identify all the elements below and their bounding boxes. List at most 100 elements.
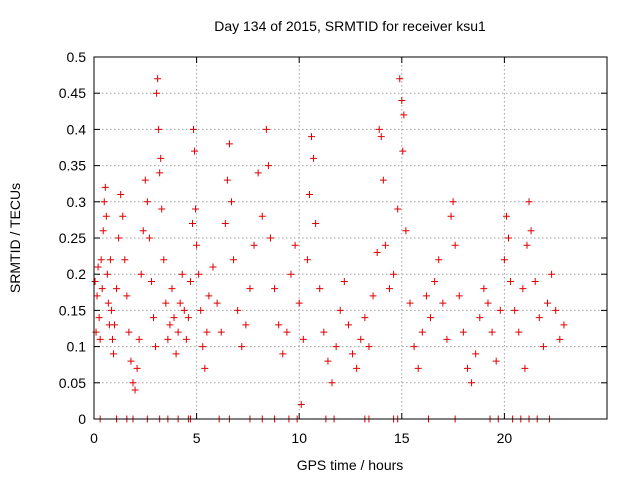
data-point [190, 125, 198, 133]
data-point [402, 227, 410, 235]
data-point [515, 328, 523, 336]
data-point [283, 328, 291, 336]
data-point [217, 328, 225, 336]
data-point [158, 205, 166, 213]
data-point [170, 314, 178, 322]
data-point [539, 343, 547, 351]
data-point [527, 227, 535, 235]
data-point [100, 198, 108, 206]
data-point [560, 321, 568, 329]
data-point [400, 111, 408, 119]
data-point [153, 89, 161, 97]
data-point [125, 328, 133, 336]
data-point [246, 285, 254, 293]
data-point [227, 198, 235, 206]
data-point [299, 335, 307, 343]
data-point [396, 75, 404, 83]
data-point [271, 285, 279, 293]
data-point [93, 292, 101, 300]
data-point [443, 335, 451, 343]
data-point [182, 335, 190, 343]
data-point [310, 154, 318, 162]
data-point [266, 234, 274, 242]
data-point [113, 285, 121, 293]
data-point [91, 277, 99, 285]
data-points [91, 75, 568, 409]
data-point [308, 133, 316, 141]
x-tick-label: 20 [497, 430, 513, 446]
data-point [133, 364, 141, 372]
data-point [556, 335, 564, 343]
data-point [511, 306, 519, 314]
data-point [123, 292, 131, 300]
data-point [543, 299, 551, 307]
data-point [422, 292, 430, 300]
data-point [525, 198, 533, 206]
data-point [507, 277, 515, 285]
data-point [484, 299, 492, 307]
data-point [519, 285, 527, 293]
data-point [103, 270, 111, 278]
plot-frame [93, 56, 608, 420]
data-point [435, 256, 443, 264]
data-point [531, 277, 539, 285]
data-point [192, 205, 200, 213]
data-point [96, 335, 104, 343]
data-point [119, 212, 127, 220]
data-point [250, 241, 258, 249]
data-point [109, 350, 117, 358]
data-point [141, 176, 149, 184]
data-point [121, 256, 129, 264]
data-point [174, 328, 182, 336]
data-point [157, 154, 165, 162]
data-point [205, 292, 213, 300]
data-point [99, 227, 107, 235]
data-point [451, 241, 459, 249]
data-point [291, 241, 299, 249]
data-point [258, 212, 266, 220]
y-tick-label: 0.15 [59, 302, 86, 318]
data-point [449, 198, 457, 206]
data-point [312, 220, 320, 228]
data-point [295, 299, 303, 307]
y-tick-label: 0.45 [59, 85, 86, 101]
data-point [488, 328, 496, 336]
data-point [365, 343, 373, 351]
data-point [197, 306, 205, 314]
data-point [431, 277, 439, 285]
data-point [455, 292, 463, 300]
data-point [193, 241, 201, 249]
data-point [502, 212, 510, 220]
data-point [385, 285, 393, 293]
data-point [94, 263, 102, 271]
data-point [97, 256, 105, 264]
data-point [188, 220, 196, 228]
data-point [332, 343, 340, 351]
data-point [115, 234, 123, 242]
data-point [264, 162, 272, 170]
y-tick-label: 0.5 [67, 49, 87, 65]
data-point [127, 357, 135, 365]
data-point [427, 314, 435, 322]
data-point [324, 357, 332, 365]
data-point [238, 343, 246, 351]
y-tick-label: 0.4 [67, 121, 87, 137]
data-point [381, 241, 389, 249]
data-point [476, 314, 484, 322]
data-point [468, 379, 476, 387]
y-tick-label: 0.05 [59, 375, 86, 391]
data-point [344, 321, 352, 329]
data-point [145, 234, 153, 242]
data-point [254, 169, 262, 177]
data-point [410, 343, 418, 351]
data-point [230, 256, 238, 264]
data-point [137, 270, 145, 278]
x-tick-label: 5 [193, 430, 201, 446]
y-axis-label: SRMTID / TECUs [7, 183, 23, 293]
data-point [156, 169, 164, 177]
data-point [234, 306, 242, 314]
data-point [361, 314, 369, 322]
data-point [107, 306, 115, 314]
y-tick-label: 0.25 [59, 230, 86, 246]
